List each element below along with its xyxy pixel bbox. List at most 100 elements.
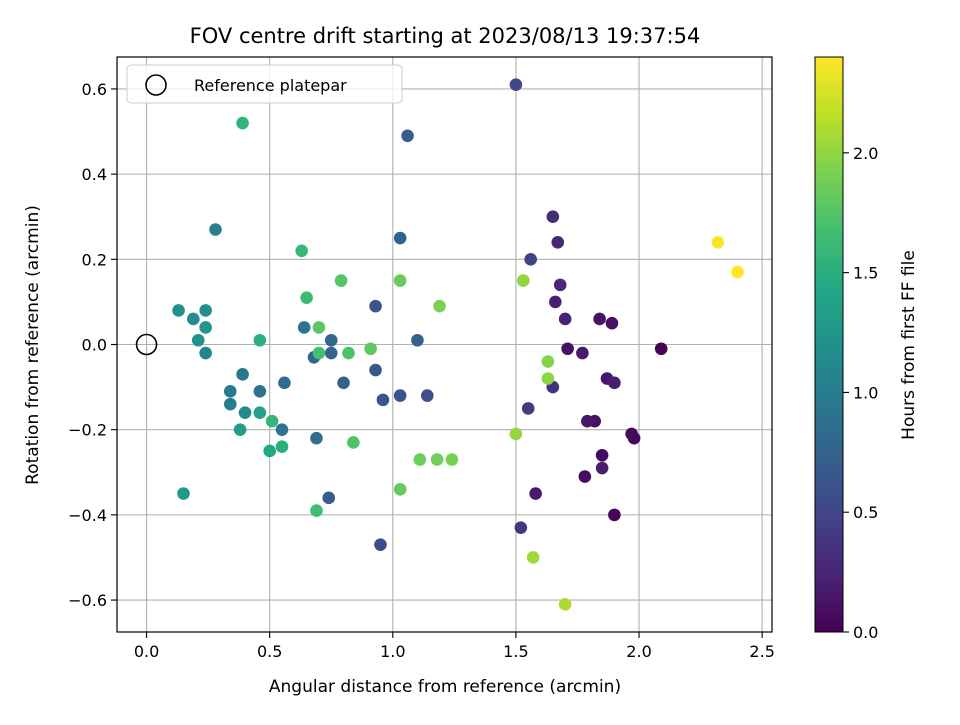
scatter-point	[433, 299, 446, 313]
scatter-point	[509, 427, 523, 441]
x-tick-label: 0.5	[257, 642, 282, 661]
y-tick-label: −0.2	[68, 421, 107, 440]
y-tick-label: −0.4	[68, 506, 107, 525]
scatter-point	[521, 402, 535, 415]
scatter-point	[654, 342, 668, 356]
scatter-point	[191, 333, 205, 347]
scatter-point	[295, 244, 308, 258]
scatter-point	[369, 299, 382, 313]
scatter-point	[516, 274, 530, 287]
chart-title: FOV centre drift starting at 2023/08/13 …	[190, 24, 701, 48]
scatter-point	[561, 342, 574, 356]
x-tick-label: 1.5	[503, 642, 528, 661]
scatter-point	[310, 431, 323, 445]
scatter-point	[541, 355, 555, 368]
scatter-point	[172, 304, 185, 317]
scatter-point	[401, 129, 414, 143]
colorbar-tick-label: 2.0	[853, 144, 878, 163]
scatter-point	[310, 504, 323, 517]
scatter-point	[558, 598, 572, 611]
scatter-point	[324, 346, 338, 360]
scatter-point	[253, 385, 267, 398]
y-tick-label: −0.6	[68, 591, 107, 610]
scatter-point	[334, 274, 348, 287]
colorbar	[814, 56, 844, 633]
scatter-point	[376, 393, 390, 407]
scatter-point	[312, 321, 326, 334]
scatter-point	[595, 461, 609, 475]
scatter-points	[172, 78, 744, 611]
colorbar-tick-label: 0.0	[853, 623, 878, 642]
scatter-point	[526, 551, 540, 564]
colorbar-label: Hours from first FF file	[899, 250, 919, 440]
y-tick-label: 0.0	[82, 336, 107, 355]
legend-entry-reference: Reference platepar	[194, 76, 347, 95]
scatter-point	[608, 508, 621, 522]
scatter-point	[731, 265, 744, 279]
scatter-point	[223, 385, 237, 398]
x-axis-label: Angular distance from reference (arcmin)	[269, 677, 621, 697]
scatter-point	[608, 376, 621, 390]
scatter-point	[322, 491, 336, 505]
y-tick-label: 0.4	[82, 165, 107, 184]
scatter-point	[576, 346, 589, 360]
scatter-point	[236, 368, 249, 381]
scatter-point	[393, 389, 407, 402]
legend-marker-reference	[145, 74, 167, 96]
scatter-point	[393, 483, 407, 496]
scatter-point	[253, 333, 267, 347]
legend: Reference platepar	[126, 64, 403, 104]
y-axis-label: Rotation from reference (arcmin)	[23, 205, 43, 485]
scatter-point	[509, 78, 523, 91]
legend-box	[126, 64, 403, 104]
scatter-point	[233, 423, 247, 436]
scatter-point	[541, 372, 555, 385]
scatter-point	[199, 346, 212, 360]
scatter-point	[312, 346, 326, 360]
scatter-point	[177, 487, 190, 500]
scatter-point	[546, 210, 560, 224]
colorbar-tick-label: 1.0	[853, 383, 878, 402]
x-tick-label: 2.0	[626, 642, 651, 661]
scatter-point	[275, 423, 289, 436]
scatter-point	[253, 406, 267, 419]
grid-lines	[117, 57, 772, 632]
scatter-point	[413, 453, 427, 466]
scatter-point	[223, 397, 237, 411]
y-tick-label: 0.2	[82, 250, 107, 269]
scatter-point	[605, 316, 619, 330]
scatter-point	[275, 440, 289, 454]
scatter-point	[581, 414, 594, 428]
scatter-point	[430, 453, 444, 466]
scatter-point	[593, 312, 606, 326]
scatter-point	[342, 346, 355, 360]
scatter-point	[558, 312, 572, 326]
scatter-point	[578, 470, 592, 483]
scatter-point	[300, 291, 313, 304]
scatter-point	[297, 321, 311, 334]
scatter-point	[514, 521, 528, 534]
reference-point-marker	[135, 333, 158, 356]
scatter-point	[238, 406, 252, 419]
x-axis-ticks: 0.0 0.5 1.0 1.5 2.0 2.5	[134, 632, 775, 661]
scatter-point	[551, 235, 565, 249]
x-tick-label: 0.0	[134, 642, 159, 661]
scatter-point	[420, 389, 434, 402]
scatter-point	[529, 487, 542, 500]
scatter-point	[411, 333, 424, 347]
scatter-point	[199, 321, 212, 334]
scatter-point	[524, 253, 537, 266]
x-tick-label: 1.0	[380, 642, 405, 661]
x-tick-label: 2.5	[749, 642, 774, 661]
scatter-point	[199, 304, 212, 317]
scatter-point	[337, 376, 350, 390]
scatter-point	[711, 235, 725, 249]
scatter-point	[364, 342, 377, 356]
scatter-point	[393, 274, 407, 287]
scatter-point	[324, 333, 338, 347]
scatter-point	[445, 453, 459, 466]
scatter-point	[187, 312, 200, 326]
scatter-point	[374, 538, 387, 551]
scatter-point	[278, 376, 291, 390]
